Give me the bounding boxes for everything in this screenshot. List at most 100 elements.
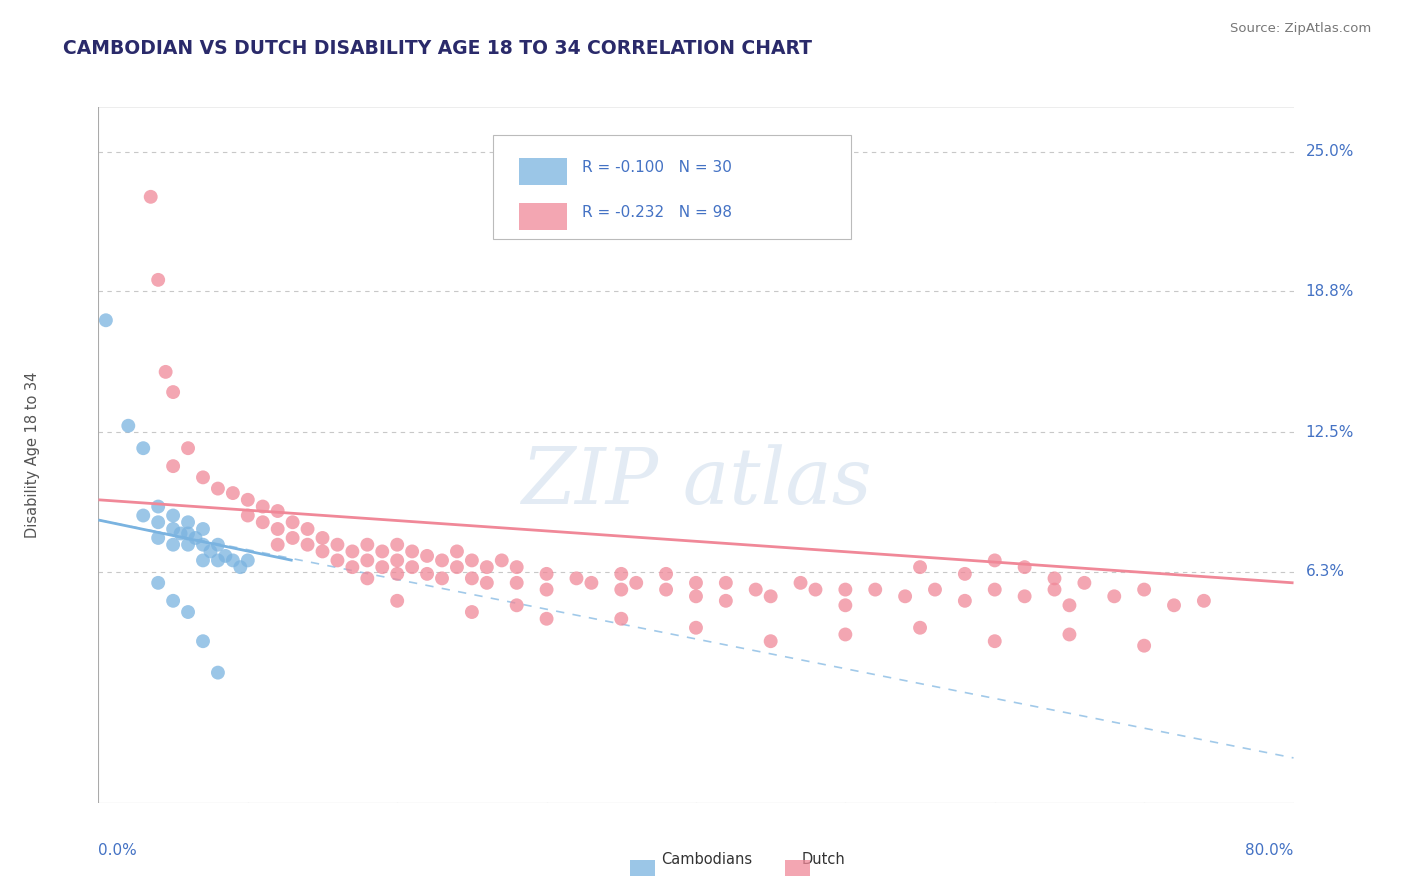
Point: [865, 582, 887, 597]
Point: [1059, 627, 1081, 641]
Point: [267, 538, 290, 552]
Point: [177, 515, 200, 529]
Point: [155, 365, 177, 379]
Point: [148, 500, 170, 514]
Text: 25.0%: 25.0%: [1306, 145, 1354, 160]
FancyBboxPatch shape: [519, 203, 567, 230]
Point: [804, 582, 827, 597]
Point: [610, 566, 633, 581]
Point: [191, 553, 214, 567]
Point: [834, 627, 856, 641]
Point: [148, 575, 170, 590]
Text: R = -0.100   N = 30: R = -0.100 N = 30: [582, 160, 733, 175]
FancyBboxPatch shape: [519, 158, 567, 185]
Point: [461, 553, 484, 567]
Point: [536, 566, 558, 581]
Point: [1059, 599, 1081, 613]
Point: [416, 549, 439, 563]
Point: [536, 582, 558, 597]
Point: [177, 441, 200, 455]
Point: [1133, 582, 1156, 597]
Point: [908, 621, 931, 635]
Point: [685, 621, 707, 635]
Text: Disability Age 18 to 34: Disability Age 18 to 34: [25, 372, 41, 538]
Point: [953, 566, 976, 581]
Point: [207, 665, 229, 680]
Point: [297, 538, 319, 552]
Point: [200, 544, 222, 558]
Point: [401, 544, 423, 558]
Point: [1192, 594, 1215, 608]
Point: [908, 560, 931, 574]
Point: [191, 470, 214, 484]
Point: [924, 582, 946, 597]
Point: [581, 575, 603, 590]
Point: [1073, 575, 1095, 590]
Point: [983, 553, 1005, 567]
Point: [162, 594, 184, 608]
Point: [685, 590, 707, 604]
FancyBboxPatch shape: [494, 135, 852, 239]
Point: [177, 526, 200, 541]
Point: [117, 418, 139, 433]
Point: [132, 441, 155, 455]
Point: [162, 538, 184, 552]
Point: [714, 594, 737, 608]
Point: [506, 599, 529, 613]
Point: [191, 522, 214, 536]
Point: [326, 553, 349, 567]
Point: [177, 605, 200, 619]
Text: CAMBODIAN VS DUTCH DISABILITY AGE 18 TO 34 CORRELATION CHART: CAMBODIAN VS DUTCH DISABILITY AGE 18 TO …: [63, 39, 813, 58]
Point: [1163, 599, 1185, 613]
Point: [759, 634, 782, 648]
Point: [1043, 571, 1066, 585]
Point: [475, 560, 498, 574]
Point: [229, 560, 252, 574]
Point: [983, 582, 1005, 597]
Point: [132, 508, 155, 523]
Point: [162, 508, 184, 523]
Point: [894, 590, 917, 604]
Point: [536, 612, 558, 626]
Point: [506, 560, 529, 574]
Point: [385, 566, 409, 581]
Point: [430, 571, 453, 585]
Text: 6.3%: 6.3%: [1306, 564, 1344, 579]
Point: [416, 566, 439, 581]
Point: [759, 590, 782, 604]
Point: [191, 538, 214, 552]
Text: R = -0.232   N = 98: R = -0.232 N = 98: [582, 205, 733, 220]
Point: [356, 571, 378, 585]
Point: [236, 492, 259, 507]
Point: [385, 553, 409, 567]
Point: [148, 531, 170, 545]
Point: [162, 522, 184, 536]
Point: [1104, 590, 1126, 604]
Point: [1014, 590, 1036, 604]
Point: [385, 538, 409, 552]
Point: [162, 459, 184, 474]
Point: [1043, 582, 1066, 597]
Point: [252, 515, 274, 529]
Point: [491, 553, 513, 567]
Point: [214, 549, 236, 563]
Point: [236, 553, 259, 567]
Point: [430, 553, 453, 567]
Point: [162, 385, 184, 400]
Point: [207, 553, 229, 567]
Text: ZIP atlas: ZIP atlas: [520, 444, 872, 521]
Point: [326, 538, 349, 552]
Text: Cambodians: Cambodians: [661, 852, 752, 867]
Point: [169, 526, 191, 541]
Point: [148, 515, 170, 529]
Point: [610, 582, 633, 597]
Text: Source: ZipAtlas.com: Source: ZipAtlas.com: [1230, 22, 1371, 36]
Point: [191, 634, 214, 648]
Point: [714, 575, 737, 590]
Text: 0.0%: 0.0%: [98, 843, 138, 858]
Point: [311, 544, 333, 558]
Point: [506, 575, 529, 590]
Point: [177, 538, 200, 552]
Point: [655, 566, 678, 581]
Point: [1014, 560, 1036, 574]
